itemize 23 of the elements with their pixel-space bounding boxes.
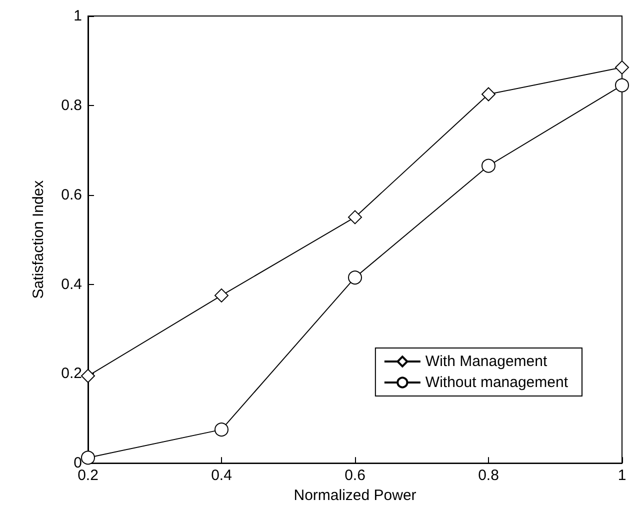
x-tick-label: 0.4 <box>211 467 232 484</box>
y-tick-label: 0.8 <box>61 96 82 114</box>
point <box>348 270 362 285</box>
x-tick-label: 0.8 <box>478 467 499 484</box>
x-axis-title: Normalized Power <box>294 487 416 504</box>
y-tick-label: 0.2 <box>61 365 82 382</box>
point <box>615 60 629 74</box>
x-tick-label: 1 <box>618 467 626 484</box>
point <box>81 450 95 465</box>
point <box>214 422 228 437</box>
point <box>482 87 496 102</box>
point <box>81 368 95 383</box>
legend-label: Without management <box>425 374 569 391</box>
point <box>214 288 228 302</box>
y-tick-label: 0.6 <box>61 186 82 204</box>
legend-label: With Management <box>425 353 548 370</box>
point <box>482 158 496 173</box>
y-tick-label: 1 <box>74 8 82 24</box>
y-tick-label: 0.4 <box>61 276 82 293</box>
y-axis-title: Satisfaction Index <box>30 180 47 299</box>
x-tick-label: 0.6 <box>344 467 366 484</box>
point <box>615 78 629 92</box>
point <box>348 210 362 224</box>
